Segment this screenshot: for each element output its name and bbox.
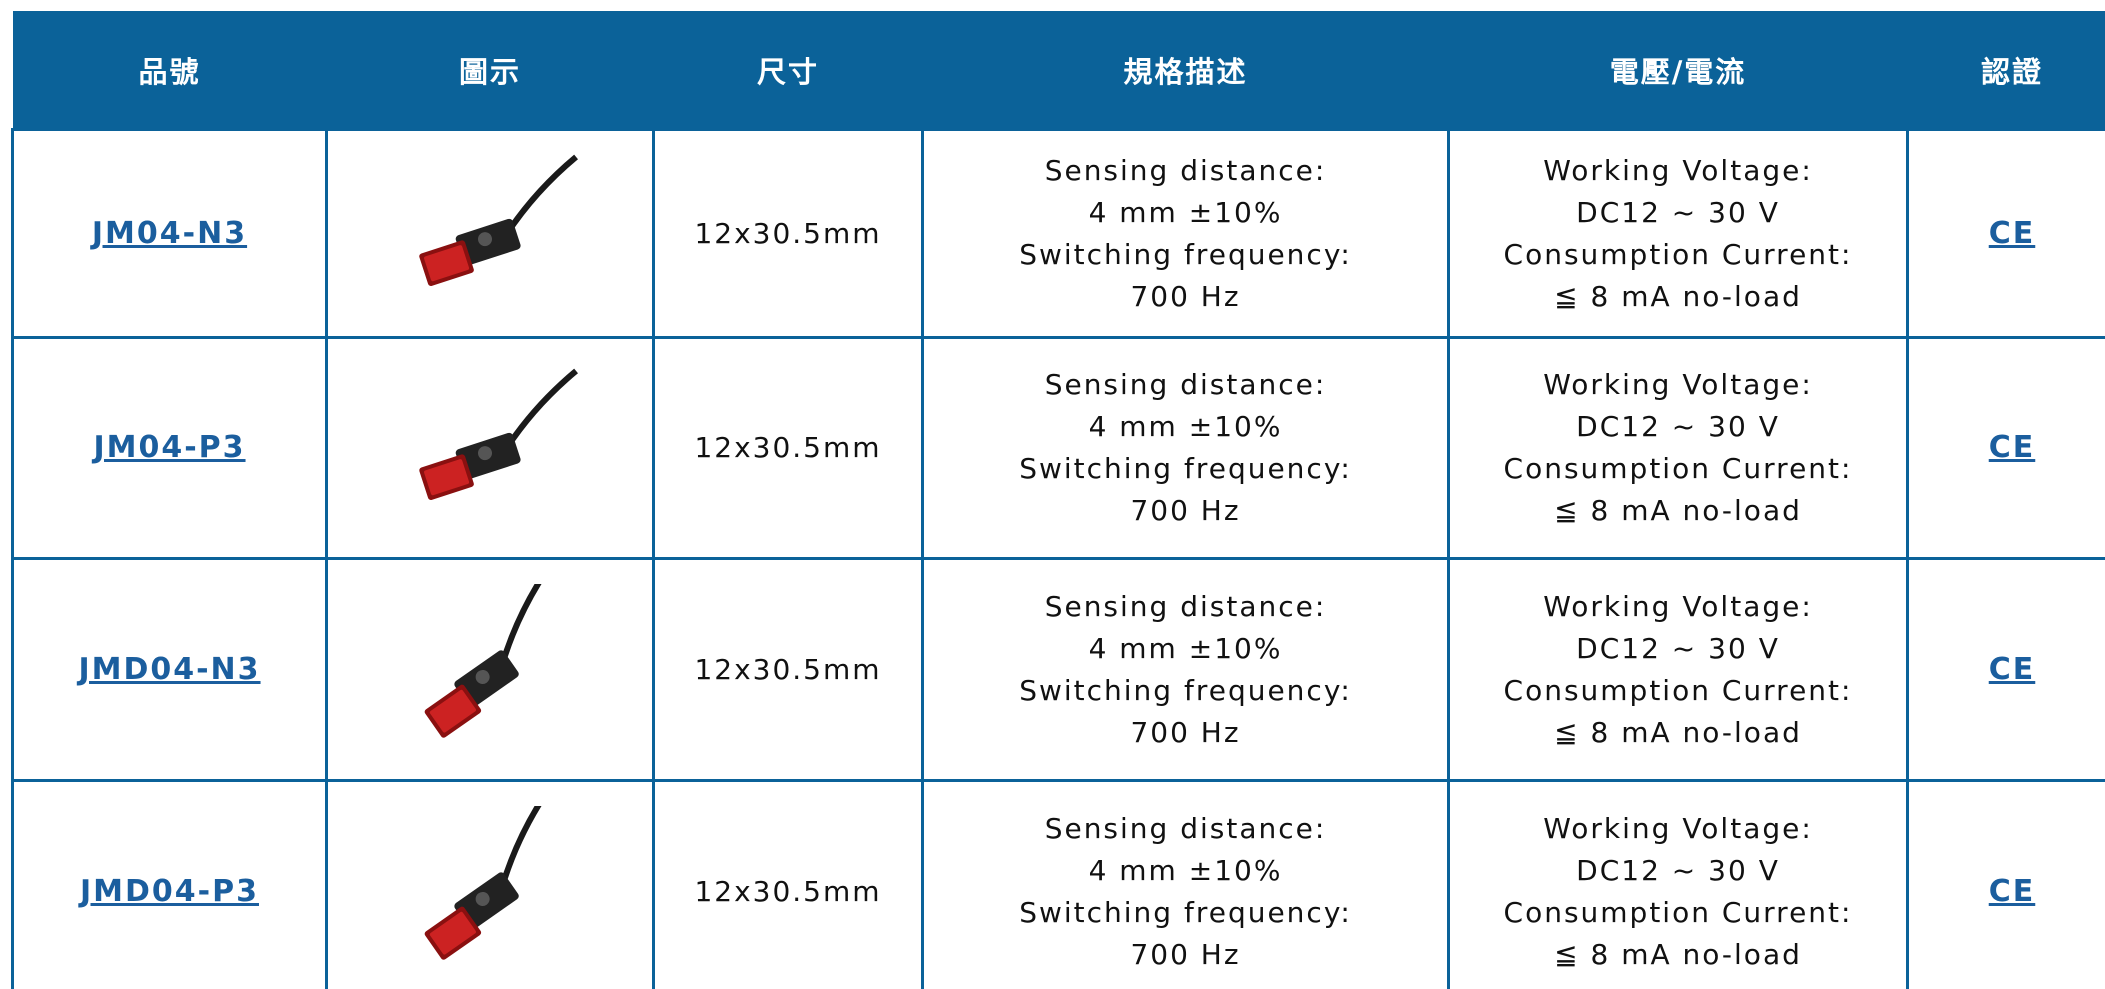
spec-line: 4 mm ±10% — [1088, 195, 1283, 229]
power-line: Consumption Current: — [1503, 237, 1853, 271]
model-link[interactable]: JM04-N3 — [91, 215, 248, 251]
cert-link[interactable]: CE — [1988, 215, 2036, 251]
model-link[interactable]: JMD04-N3 — [78, 651, 261, 687]
spec-line: 700 Hz — [1130, 937, 1241, 971]
power-line: DC12 ~ 30 V — [1576, 195, 1780, 229]
image-cell — [325, 336, 655, 560]
product-image — [419, 154, 578, 286]
model-cell: JMD04-N3 — [11, 557, 328, 782]
spec-line: Sensing distance: — [1044, 153, 1327, 187]
spec-cell: Sensing distance: 4 mm ±10% Switching freq… — [921, 779, 1450, 989]
power-line: ≦ 8 mA no-load — [1554, 715, 1802, 749]
header-cell: 規格描述 — [922, 11, 1449, 130]
spec-table-container: 品號 圖示 尺寸 規格描述 電壓/電流 認證 JM04-N3 12x30.5mm Sensi… — [11, 11, 2105, 989]
power-cell: Working Voltage: DC12 ~ 30 V Consumption C… — [1447, 128, 1909, 339]
power-line: ≦ 8 mA no-load — [1554, 279, 1802, 313]
power-line: ≦ 8 mA no-load — [1554, 494, 1802, 527]
cert-link[interactable]: CE — [1988, 651, 2036, 687]
header-cell: 電壓/電流 — [1448, 11, 1908, 130]
product-row: JM04-N3 12x30.5mm Sensing distance: 4 mm ±… — [11, 128, 2105, 339]
spec-line: Sensing distance: — [1044, 368, 1327, 401]
header-cell: 尺寸 — [653, 11, 923, 130]
size-cell: 12x30.5mm — [652, 779, 924, 989]
product-image — [419, 368, 578, 500]
spec-line: 4 mm ±10% — [1088, 410, 1283, 443]
header-cell: 認證 — [1907, 11, 2105, 130]
model-link[interactable]: JM04-P3 — [93, 430, 246, 465]
power-cell: Working Voltage: DC12 ~ 30 V Consumption C… — [1447, 557, 1909, 782]
product-row: JMD04-N3 12x30.5mm Sensing distance: 4 mm … — [11, 557, 2105, 782]
product-image — [424, 569, 549, 738]
cert-link[interactable]: CE — [1988, 873, 2036, 909]
power-cell: Working Voltage: DC12 ~ 30 V Consumption C… — [1447, 779, 1909, 989]
power-line: Working Voltage: — [1543, 811, 1813, 845]
cert-cell: CE — [1906, 336, 2105, 560]
product-row: JMD04-P3 12x30.5mm Sensing distance: 4 mm … — [11, 779, 2105, 989]
spec-line: Sensing distance: — [1044, 589, 1327, 623]
spec-line: Switching frequency: — [1019, 452, 1352, 485]
cert-link[interactable]: CE — [1988, 430, 2036, 465]
image-cell — [325, 779, 655, 989]
power-line: Working Voltage: — [1543, 589, 1813, 623]
model-cell: JM04-N3 — [11, 128, 328, 339]
spec-line: 700 Hz — [1130, 715, 1241, 749]
spec-cell: Sensing distance: 4 mm ±10% Switching freq… — [921, 128, 1450, 339]
spec-cell: Sensing distance: 4 mm ±10% Switching freq… — [921, 557, 1450, 782]
power-line: DC12 ~ 30 V — [1576, 853, 1780, 887]
spec-line: Switching frequency: — [1019, 673, 1352, 707]
size-cell: 12x30.5mm — [652, 336, 924, 560]
model-cell: JMD04-P3 — [11, 779, 328, 989]
size-cell: 12x30.5mm — [652, 557, 924, 782]
header-cell: 圖示 — [326, 11, 654, 130]
spec-line: Switching frequency: — [1019, 895, 1352, 929]
image-cell — [325, 557, 655, 782]
power-line: ≦ 8 mA no-load — [1554, 937, 1802, 971]
model-link[interactable]: JMD04-P3 — [80, 873, 259, 909]
power-line: Consumption Current: — [1503, 452, 1853, 485]
spec-table: 品號 圖示 尺寸 規格描述 電壓/電流 認證 JM04-N3 12x30.5mm Sensi… — [11, 11, 2105, 989]
power-line: Working Voltage: — [1543, 368, 1813, 401]
power-line: DC12 ~ 30 V — [1576, 410, 1780, 443]
model-cell: JM04-P3 — [11, 336, 328, 560]
power-line: Working Voltage: — [1543, 153, 1813, 187]
cert-cell: CE — [1906, 128, 2105, 339]
header-cell: 品號 — [12, 11, 327, 130]
size-cell: 12x30.5mm — [652, 128, 924, 339]
spec-line: 4 mm ±10% — [1088, 853, 1283, 887]
cert-cell: CE — [1906, 557, 2105, 782]
spec-line: 700 Hz — [1130, 279, 1241, 313]
power-cell: Working Voltage: DC12 ~ 30 V Consumption C… — [1447, 336, 1909, 560]
spec-line: Switching frequency: — [1019, 237, 1352, 271]
spec-cell: Sensing distance: 4 mm ±10% Switching freq… — [921, 336, 1450, 560]
product-image — [424, 791, 549, 960]
power-line: DC12 ~ 30 V — [1576, 631, 1780, 665]
spec-line: 4 mm ±10% — [1088, 631, 1283, 665]
cert-cell: CE — [1906, 779, 2105, 989]
spec-line: 700 Hz — [1130, 494, 1241, 527]
product-row: JM04-P3 12x30.5mm Sensing distance: 4 mm ±… — [11, 336, 2105, 560]
header-row: 品號 圖示 尺寸 規格描述 電壓/電流 認證 — [12, 11, 2105, 130]
power-line: Consumption Current: — [1503, 673, 1853, 707]
spec-line: Sensing distance: — [1044, 811, 1327, 845]
image-cell — [325, 128, 655, 339]
power-line: Consumption Current: — [1503, 895, 1853, 929]
